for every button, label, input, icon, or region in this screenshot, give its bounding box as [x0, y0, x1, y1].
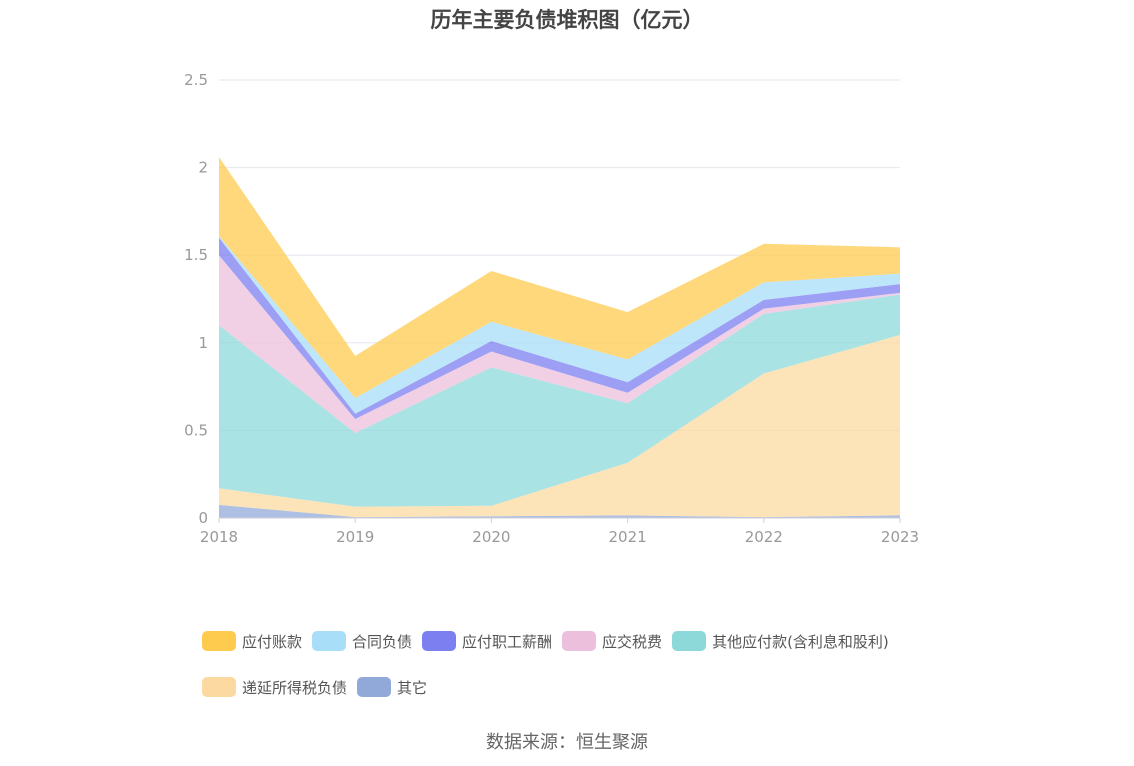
area-其他应付款(含利息和股利): [219, 294, 900, 507]
legend-label: 应交税费: [602, 632, 663, 651]
y-tick-label: 1.5: [184, 246, 208, 264]
legend-label: 应付职工薪酬: [462, 632, 553, 651]
legend-item[interactable]: 应交税费: [562, 630, 662, 652]
y-tick-label: 1: [198, 334, 208, 352]
area-应付账款: [219, 157, 900, 398]
legend-swatch: [562, 631, 597, 651]
area-递延所得税负债: [219, 334, 900, 518]
y-tick-label: 2: [198, 159, 208, 177]
legend: 应付账款 合同负债 应付职工薪酬 应交税费 其他应付款(含利息和股利) 递延所得税负债 其它: [202, 630, 982, 698]
legend-swatch: [202, 677, 236, 697]
x-tick-label: 2018: [200, 528, 238, 546]
legend-swatch: [312, 631, 347, 651]
legend-item[interactable]: 其他应付款(含利息和股利): [672, 630, 889, 652]
legend-item[interactable]: 递延所得税负债: [202, 676, 347, 698]
legend-swatch: [672, 631, 707, 651]
legend-item[interactable]: 其它: [357, 676, 427, 698]
y-tick-label: 0.5: [184, 421, 208, 439]
legend-label: 其它: [397, 678, 428, 697]
area-其它: [219, 504, 900, 518]
legend-label: 其他应付款(含利息和股利): [712, 632, 889, 651]
legend-item[interactable]: 应付账款: [202, 630, 302, 652]
legend-label: 递延所得税负债: [242, 678, 348, 697]
source-note: 数据来源：恒生聚源: [486, 732, 648, 753]
x-tick-label: 2022: [745, 528, 783, 546]
legend-item[interactable]: 应付职工薪酬: [422, 630, 552, 652]
x-tick-label: 2021: [609, 528, 647, 546]
area-series: [219, 157, 900, 518]
legend-item[interactable]: 合同负债: [312, 630, 412, 652]
legend-label: 应付账款: [242, 632, 303, 651]
legend-swatch: [357, 677, 392, 697]
axes: 0 0.5 1 1.5 2 2.5 2018 2019 2020 2021 2022 2023: [184, 71, 919, 546]
legend-label: 合同负债: [352, 632, 413, 651]
x-tick-label: 2023: [881, 528, 919, 546]
legend-swatch: [422, 631, 457, 651]
y-tick-label: 0: [198, 509, 208, 527]
x-tick-label: 2019: [336, 528, 374, 546]
legend-swatch: [202, 631, 236, 651]
y-tick-label: 2.5: [184, 71, 208, 89]
x-tick-label: 2020: [472, 528, 510, 546]
chart-title: 历年主要负债堆积图（亿元）: [430, 8, 704, 32]
stacked-area-chart: 0 0.5 1 1.5 2 2.5 2018 2019 2020 2021 2022 2023: [184, 71, 919, 546]
